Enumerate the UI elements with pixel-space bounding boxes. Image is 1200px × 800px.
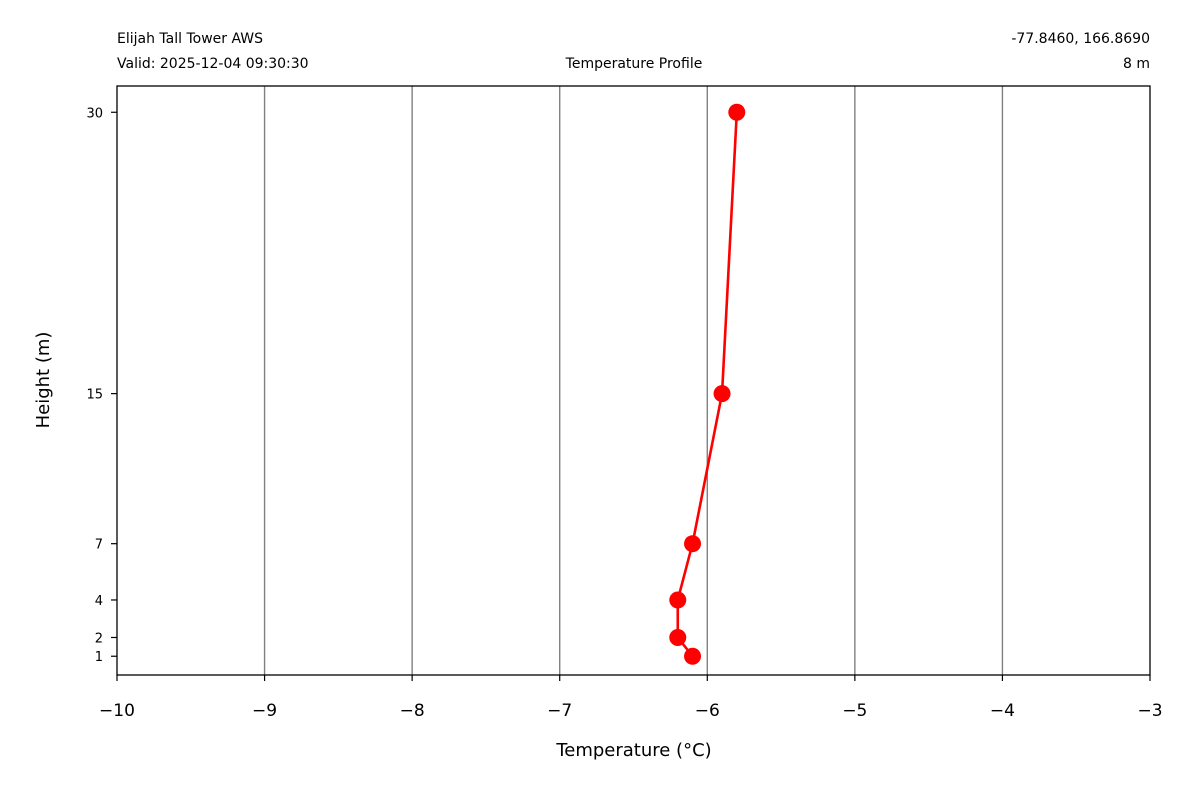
x-tick-label: −6 xyxy=(695,701,720,721)
temperature-data-point xyxy=(669,591,687,609)
x-axis-label: Temperature (°C) xyxy=(555,740,711,761)
x-tick-label: −9 xyxy=(252,701,277,721)
station-elevation: 8 m xyxy=(1123,56,1150,72)
y-tick-label: 2 xyxy=(95,631,103,646)
y-tick-label: 7 xyxy=(95,538,103,553)
chart-header: Elijah Tall Tower AWS Valid: 2025-12-04 … xyxy=(117,31,1150,72)
x-axis-ticks: −10 −9 −8 −7 −6 −5 −4 −3 xyxy=(99,675,1163,721)
x-tick-label: −3 xyxy=(1137,701,1162,721)
x-tick-label: −5 xyxy=(842,701,867,721)
x-tick-label: −7 xyxy=(547,701,572,721)
grid-lines xyxy=(263,86,1004,675)
valid-time: Valid: 2025-12-04 09:30:30 xyxy=(117,56,309,72)
plot-frame xyxy=(116,85,1151,676)
y-axis-label: Height (m) xyxy=(33,332,54,429)
y-axis-ticks: 1 2 4 7 15 30 xyxy=(86,106,117,665)
y-tick-label: 15 xyxy=(86,388,103,403)
plot-title: Temperature Profile xyxy=(565,56,703,72)
temperature-data-point xyxy=(669,628,687,646)
temperature-data-point xyxy=(684,647,702,665)
y-tick-label: 30 xyxy=(86,106,103,121)
y-tick-label: 1 xyxy=(95,650,103,665)
x-tick-label: −8 xyxy=(400,701,425,721)
x-tick-label: −10 xyxy=(99,701,135,721)
x-tick-label: −4 xyxy=(990,701,1015,721)
temperature-data-point xyxy=(684,535,702,553)
temperature-data-point xyxy=(728,103,746,121)
temperature-data-point xyxy=(713,385,731,403)
station-coordinates: -77.8460, 166.8690 xyxy=(1011,31,1150,47)
y-tick-label: 4 xyxy=(95,594,103,609)
series-layer xyxy=(669,103,746,665)
station-name: Elijah Tall Tower AWS xyxy=(117,31,263,47)
